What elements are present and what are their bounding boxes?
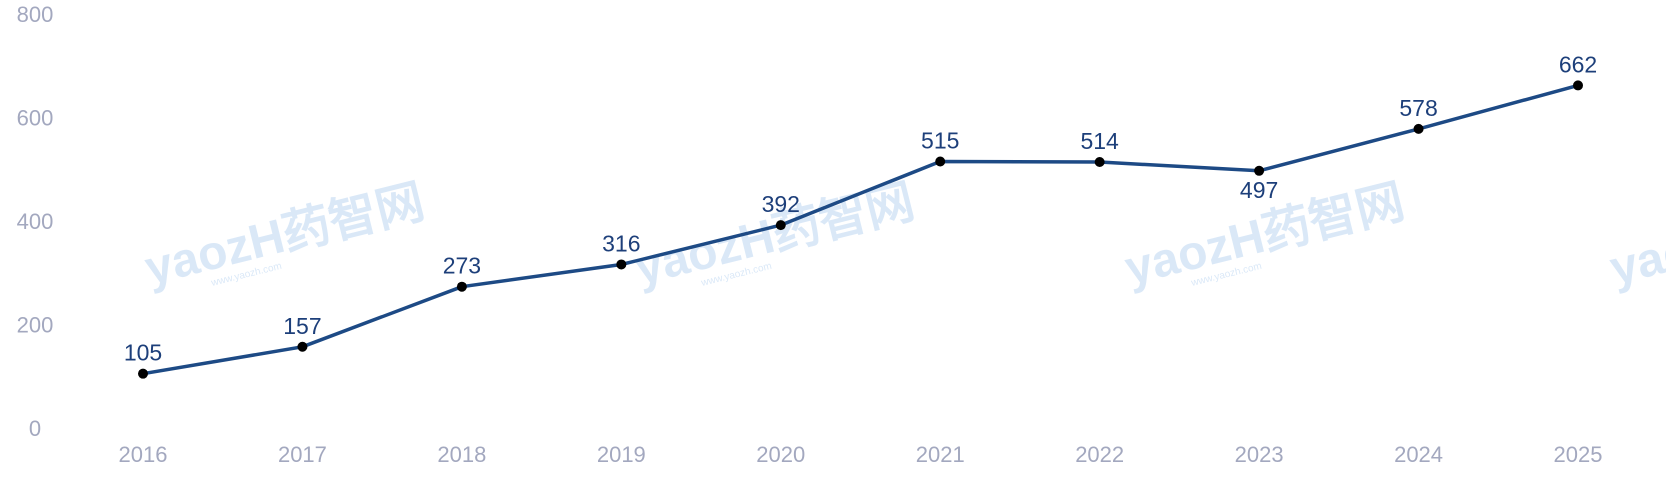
data-point <box>1573 80 1583 91</box>
y-tick-label: 400 <box>17 209 54 234</box>
data-label: 497 <box>1240 177 1278 203</box>
data-point <box>1094 157 1105 168</box>
y-axis: 0 200 400 600 800 <box>17 2 54 441</box>
watermark-brand: yaozH药智网 <box>1605 175 1666 295</box>
data-point <box>775 220 786 231</box>
x-tick-label: 2016 <box>119 442 168 467</box>
data-label: 578 <box>1399 95 1437 121</box>
x-tick-label: 2018 <box>437 442 486 467</box>
x-tick-label: 2025 <box>1554 442 1603 467</box>
data-point <box>1413 123 1424 134</box>
series-line <box>142 83 1579 376</box>
x-axis: 2016 2017 2018 2019 2020 2021 2022 2023 2024 2025 <box>119 442 1603 467</box>
x-tick-label: 2021 <box>916 442 965 467</box>
y-tick-label: 600 <box>17 106 54 131</box>
data-labels: 105 157 273 316 392 515 514 497 578 662 <box>124 51 1597 365</box>
data-label: 662 <box>1559 51 1597 77</box>
data-point <box>138 368 148 379</box>
data-point <box>935 156 946 167</box>
data-label: 105 <box>124 340 162 366</box>
x-tick-label: 2024 <box>1394 442 1443 467</box>
data-point <box>456 281 467 292</box>
y-tick-label: 0 <box>29 416 41 441</box>
y-tick-label: 800 <box>17 2 54 27</box>
data-label: 273 <box>443 253 481 279</box>
data-label: 157 <box>283 313 321 339</box>
data-points <box>138 80 1583 379</box>
x-tick-label: 2022 <box>1075 442 1124 467</box>
data-label: 514 <box>1080 128 1119 154</box>
y-tick-label: 200 <box>17 313 54 338</box>
data-point <box>297 341 308 352</box>
x-tick-label: 2019 <box>597 442 646 467</box>
watermark-brand: yaozH药智网 <box>140 175 430 295</box>
x-tick-label: 2023 <box>1235 442 1284 467</box>
x-tick-label: 2017 <box>278 442 327 467</box>
data-label: 316 <box>602 230 640 256</box>
data-label: 515 <box>921 127 959 153</box>
x-tick-label: 2020 <box>756 442 805 467</box>
data-point <box>616 259 627 270</box>
data-point <box>1254 165 1265 176</box>
data-label: 392 <box>762 191 800 217</box>
